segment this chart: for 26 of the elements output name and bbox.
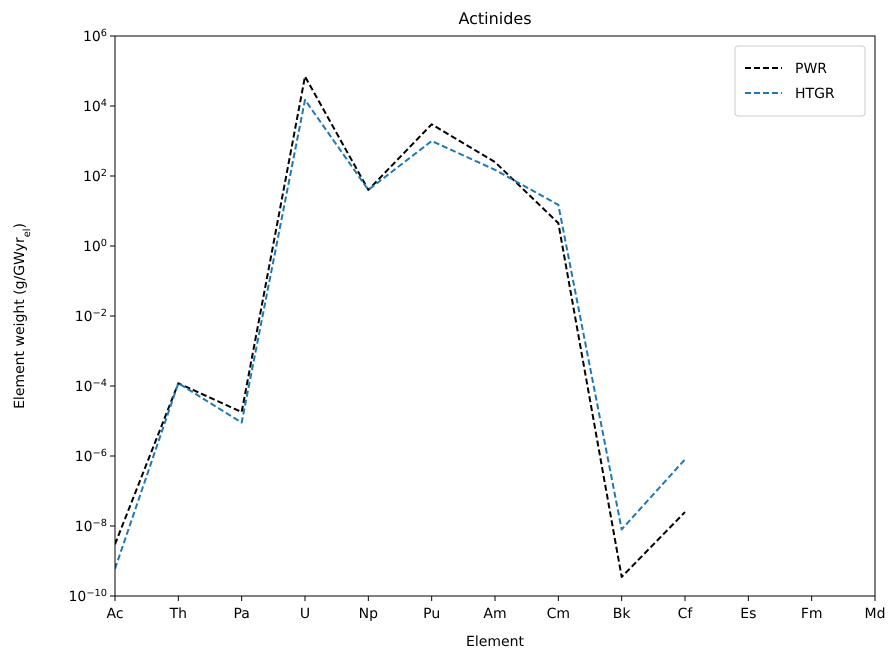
y-tick-label: 10$^{2}$ (82, 167, 107, 185)
x-tick-label: Es (740, 606, 756, 622)
y-tick-label: 10$^{6}$ (82, 27, 107, 45)
x-axis-title: Element (466, 634, 524, 650)
x-tick-label: Cm (546, 606, 570, 622)
y-tick-label: 10$^{4}$ (82, 97, 107, 115)
y-tick-label: 10$^{−8}$ (74, 517, 107, 535)
legend-label: PWR (795, 60, 828, 77)
y-tick-label: 10$^{−2}$ (74, 307, 107, 325)
x-tick-label: U (300, 606, 310, 622)
x-tick-label: Md (864, 606, 886, 622)
chart-title: Actinides (458, 9, 532, 28)
x-tick-label: Fm (800, 606, 823, 622)
x-tick-label: Ac (106, 606, 124, 622)
y-tick-label: 10$^{−10}$ (68, 587, 107, 605)
x-tick-label: Am (483, 606, 507, 622)
y-tick-label: 10$^{0}$ (82, 237, 107, 255)
y-tick-label: 10$^{−6}$ (74, 447, 107, 465)
x-tick-label: Bk (612, 606, 632, 622)
x-tick-label: Pu (423, 606, 440, 622)
x-tick-label: Np (358, 606, 378, 622)
x-tick-label: Cf (678, 606, 694, 622)
x-tick-label: Th (168, 606, 188, 622)
x-tick-label: Pa (233, 606, 250, 622)
y-tick-label: 10$^{−4}$ (74, 377, 107, 395)
legend-label: HTGR (795, 86, 835, 102)
